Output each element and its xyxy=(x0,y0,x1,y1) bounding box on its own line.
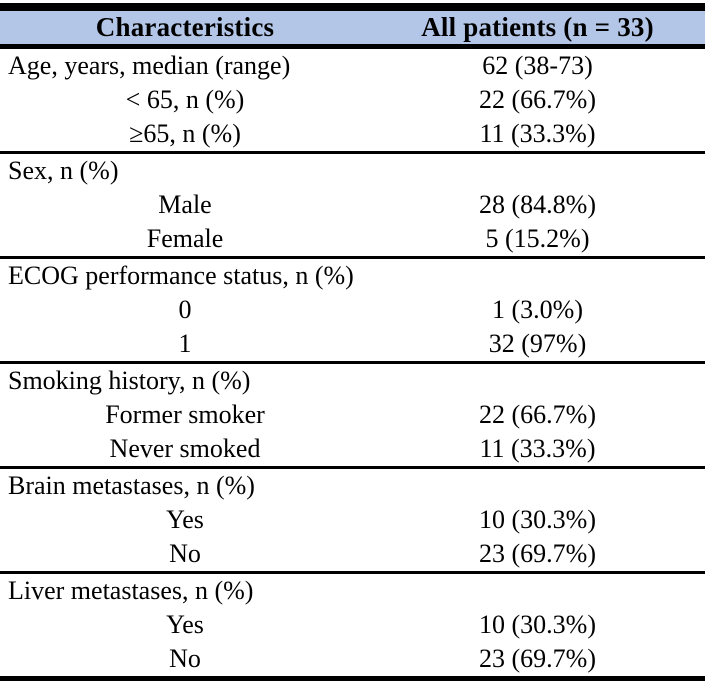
item-label: Yes xyxy=(166,505,204,534)
item-value: 5 (15.2%) xyxy=(485,224,590,253)
item-label: Male xyxy=(158,190,212,219)
item-label: Female xyxy=(146,224,224,253)
item-label: 1 xyxy=(178,329,192,358)
section-label-age: Age, years, median (range) xyxy=(8,51,291,80)
item-value: 11 (33.3%) xyxy=(479,119,596,148)
section-label-ecog: ECOG performance status, n (%) xyxy=(0,256,370,293)
item-label: < 65, n (%) xyxy=(125,85,245,114)
item-label: Yes xyxy=(166,610,204,639)
item-value: 10 (30.3%) xyxy=(479,505,596,534)
item-label: Former smoker xyxy=(105,400,265,429)
table-row: Female 5 (15.2%) xyxy=(0,222,705,258)
item-value: 22 (66.7%) xyxy=(479,85,596,114)
item-value: 32 (97%) xyxy=(488,329,587,358)
item-value: 22 (66.7%) xyxy=(479,400,596,429)
item-value: 1 (3.0%) xyxy=(492,295,583,324)
item-value: 11 (33.3%) xyxy=(479,434,596,463)
item-value: 23 (69.7%) xyxy=(479,539,596,568)
section-value-ecog xyxy=(370,256,705,293)
table-row: Former smoker 22 (66.7%) xyxy=(0,398,705,432)
section-label-brain: Brain metastases, n (%) xyxy=(0,466,370,503)
table-row: Never smoked 11 (33.3%) xyxy=(0,432,705,468)
item-value: 23 (69.7%) xyxy=(479,644,596,673)
table-row: No 23 (69.7%) xyxy=(0,642,705,679)
section-label-smoking: Smoking history, n (%) xyxy=(0,361,370,398)
table-row: Sex, n (%) xyxy=(0,151,705,188)
item-value: 10 (30.3%) xyxy=(479,610,596,639)
section-age: Age, years, median (range) 62 (38-73) < … xyxy=(0,47,705,153)
item-label: 0 xyxy=(178,295,192,324)
header-characteristics: Characteristics xyxy=(0,7,370,49)
section-ecog: ECOG performance status, n (%) 0 1 (3.0%… xyxy=(0,256,705,363)
header-all-patients: All patients (n = 33) xyxy=(370,7,705,49)
table-row: 1 32 (97%) xyxy=(0,327,705,363)
table-row: No 23 (69.7%) xyxy=(0,537,705,573)
table-row: Age, years, median (range) 62 (38-73) xyxy=(0,47,705,84)
table-row: < 65, n (%) 22 (66.7%) xyxy=(0,83,705,117)
section-liver-metastases: Liver metastases, n (%) Yes 10 (30.3%) N… xyxy=(0,571,705,679)
item-label: No xyxy=(169,644,201,673)
table-row: 0 1 (3.0%) xyxy=(0,293,705,327)
item-label: Never smoked xyxy=(109,434,261,463)
table-row: Yes 10 (30.3%) xyxy=(0,503,705,537)
table-row: Brain metastases, n (%) xyxy=(0,466,705,503)
section-value-smoking xyxy=(370,361,705,398)
table-row: Male 28 (84.8%) xyxy=(0,188,705,222)
patient-characteristics-table: Characteristics All patients (n = 33) Ag… xyxy=(0,3,705,681)
item-label: No xyxy=(169,539,201,568)
table-row: Liver metastases, n (%) xyxy=(0,571,705,608)
section-smoking: Smoking history, n (%) Former smoker 22 … xyxy=(0,361,705,468)
section-sex: Sex, n (%) Male 28 (84.8%) Female 5 (15.… xyxy=(0,151,705,258)
table-header-row: Characteristics All patients (n = 33) xyxy=(0,7,705,49)
section-value-liver xyxy=(370,571,705,608)
table-row: ECOG performance status, n (%) xyxy=(0,256,705,293)
section-value-sex xyxy=(370,151,705,188)
section-label-sex: Sex, n (%) xyxy=(0,151,370,188)
table-row: ≥65, n (%) 11 (33.3%) xyxy=(0,117,705,153)
table-row: Smoking history, n (%) xyxy=(0,361,705,398)
section-brain-metastases: Brain metastases, n (%) Yes 10 (30.3%) N… xyxy=(0,466,705,573)
section-label-liver: Liver metastases, n (%) xyxy=(0,571,370,608)
section-value-age: 62 (38-73) xyxy=(482,51,593,80)
item-label: ≥65, n (%) xyxy=(129,119,241,148)
paper-table-page: Characteristics All patients (n = 33) Ag… xyxy=(0,3,705,697)
table-row: Yes 10 (30.3%) xyxy=(0,608,705,642)
section-value-brain xyxy=(370,466,705,503)
item-value: 28 (84.8%) xyxy=(479,190,596,219)
